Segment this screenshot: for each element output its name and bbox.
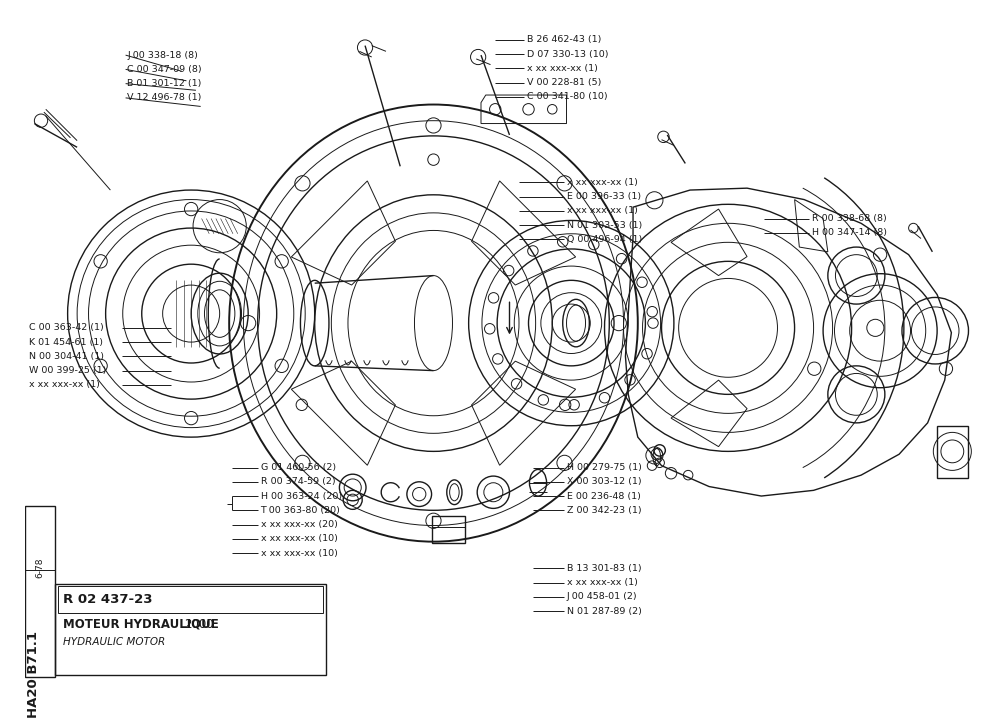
Text: R 02 437-23: R 02 437-23	[63, 593, 152, 606]
Text: HYDRAULIC MOTOR: HYDRAULIC MOTOR	[63, 637, 165, 647]
Text: B 01 301-12 (1): B 01 301-12 (1)	[127, 79, 202, 88]
Text: MOTEUR HYDRAULIQUE: MOTEUR HYDRAULIQUE	[63, 618, 219, 631]
Text: H 00 347-14 (8): H 00 347-14 (8)	[812, 228, 887, 238]
Text: x xx xxx-xx (10): x xx xxx-xx (10)	[261, 534, 337, 544]
Text: Q 00 496-94 (1): Q 00 496-94 (1)	[567, 235, 642, 244]
Text: x xx xxx-xx (1): x xx xxx-xx (1)	[29, 380, 100, 390]
Bar	[55, 585, 326, 675]
Text: x xx xxx-xx (10): x xx xxx-xx (10)	[261, 549, 337, 557]
Text: R 00 338-68 (8): R 00 338-68 (8)	[812, 214, 886, 223]
Text: C 00 341-80 (10): C 00 341-80 (10)	[527, 92, 607, 102]
Text: H 00 363-24 (20): H 00 363-24 (20)	[261, 492, 342, 500]
Text: E 00 396-33 (1): E 00 396-33 (1)	[567, 192, 641, 201]
Text: x xx xxx-xx (1): x xx xxx-xx (1)	[567, 207, 637, 215]
Text: x xx xxx-xx (1): x xx xxx-xx (1)	[527, 64, 597, 73]
Text: N 01 287-89 (2): N 01 287-89 (2)	[567, 606, 641, 616]
Text: G 01 460-56 (2): G 01 460-56 (2)	[261, 463, 336, 472]
Text: V 12 496-78 (1): V 12 496-78 (1)	[127, 94, 202, 102]
Text: E 00 236-48 (1): E 00 236-48 (1)	[567, 492, 640, 500]
Text: J 00 458-01 (2): J 00 458-01 (2)	[567, 593, 637, 601]
Text: 2000: 2000	[185, 618, 214, 631]
Text: J 00 338-18 (8): J 00 338-18 (8)	[127, 50, 198, 60]
Text: W 00 399-25 (1): W 00 399-25 (1)	[29, 366, 106, 375]
Bar	[25, 505, 55, 677]
Text: Z 00 342-23 (1): Z 00 342-23 (1)	[567, 505, 641, 515]
Text: R 00 374-59 (2): R 00 374-59 (2)	[261, 477, 335, 486]
Text: T 00 363-80 (20): T 00 363-80 (20)	[261, 505, 340, 515]
Text: x xx xxx-xx (1): x xx xxx-xx (1)	[567, 178, 637, 187]
Text: HA20 B71.1: HA20 B71.1	[27, 631, 40, 718]
Text: N 00 304-41 (1): N 00 304-41 (1)	[29, 352, 104, 361]
Text: C 00 347-09 (8): C 00 347-09 (8)	[127, 65, 202, 74]
Text: B 26 462-43 (1): B 26 462-43 (1)	[527, 35, 601, 45]
Text: V 00 228-81 (5): V 00 228-81 (5)	[527, 78, 601, 87]
Bar	[937, 426, 968, 478]
Text: B 13 301-83 (1): B 13 301-83 (1)	[567, 564, 641, 573]
Text: K 01 454-61 (1): K 01 454-61 (1)	[29, 338, 103, 346]
Text: D 07 330-13 (10): D 07 330-13 (10)	[527, 50, 608, 58]
Text: N 01 303-53 (1): N 01 303-53 (1)	[567, 221, 642, 230]
Text: 6-78: 6-78	[36, 557, 45, 577]
Bar	[432, 516, 465, 543]
Text: x xx xxx-xx (1): x xx xxx-xx (1)	[567, 578, 637, 587]
Text: H 00 279-75 (1): H 00 279-75 (1)	[567, 463, 641, 472]
Text: C 00 363-42 (1): C 00 363-42 (1)	[29, 323, 103, 333]
Text: x xx xxx-xx (20): x xx xxx-xx (20)	[261, 520, 337, 529]
Bar	[58, 586, 323, 613]
Text: X 00 303-12 (1): X 00 303-12 (1)	[567, 477, 641, 486]
